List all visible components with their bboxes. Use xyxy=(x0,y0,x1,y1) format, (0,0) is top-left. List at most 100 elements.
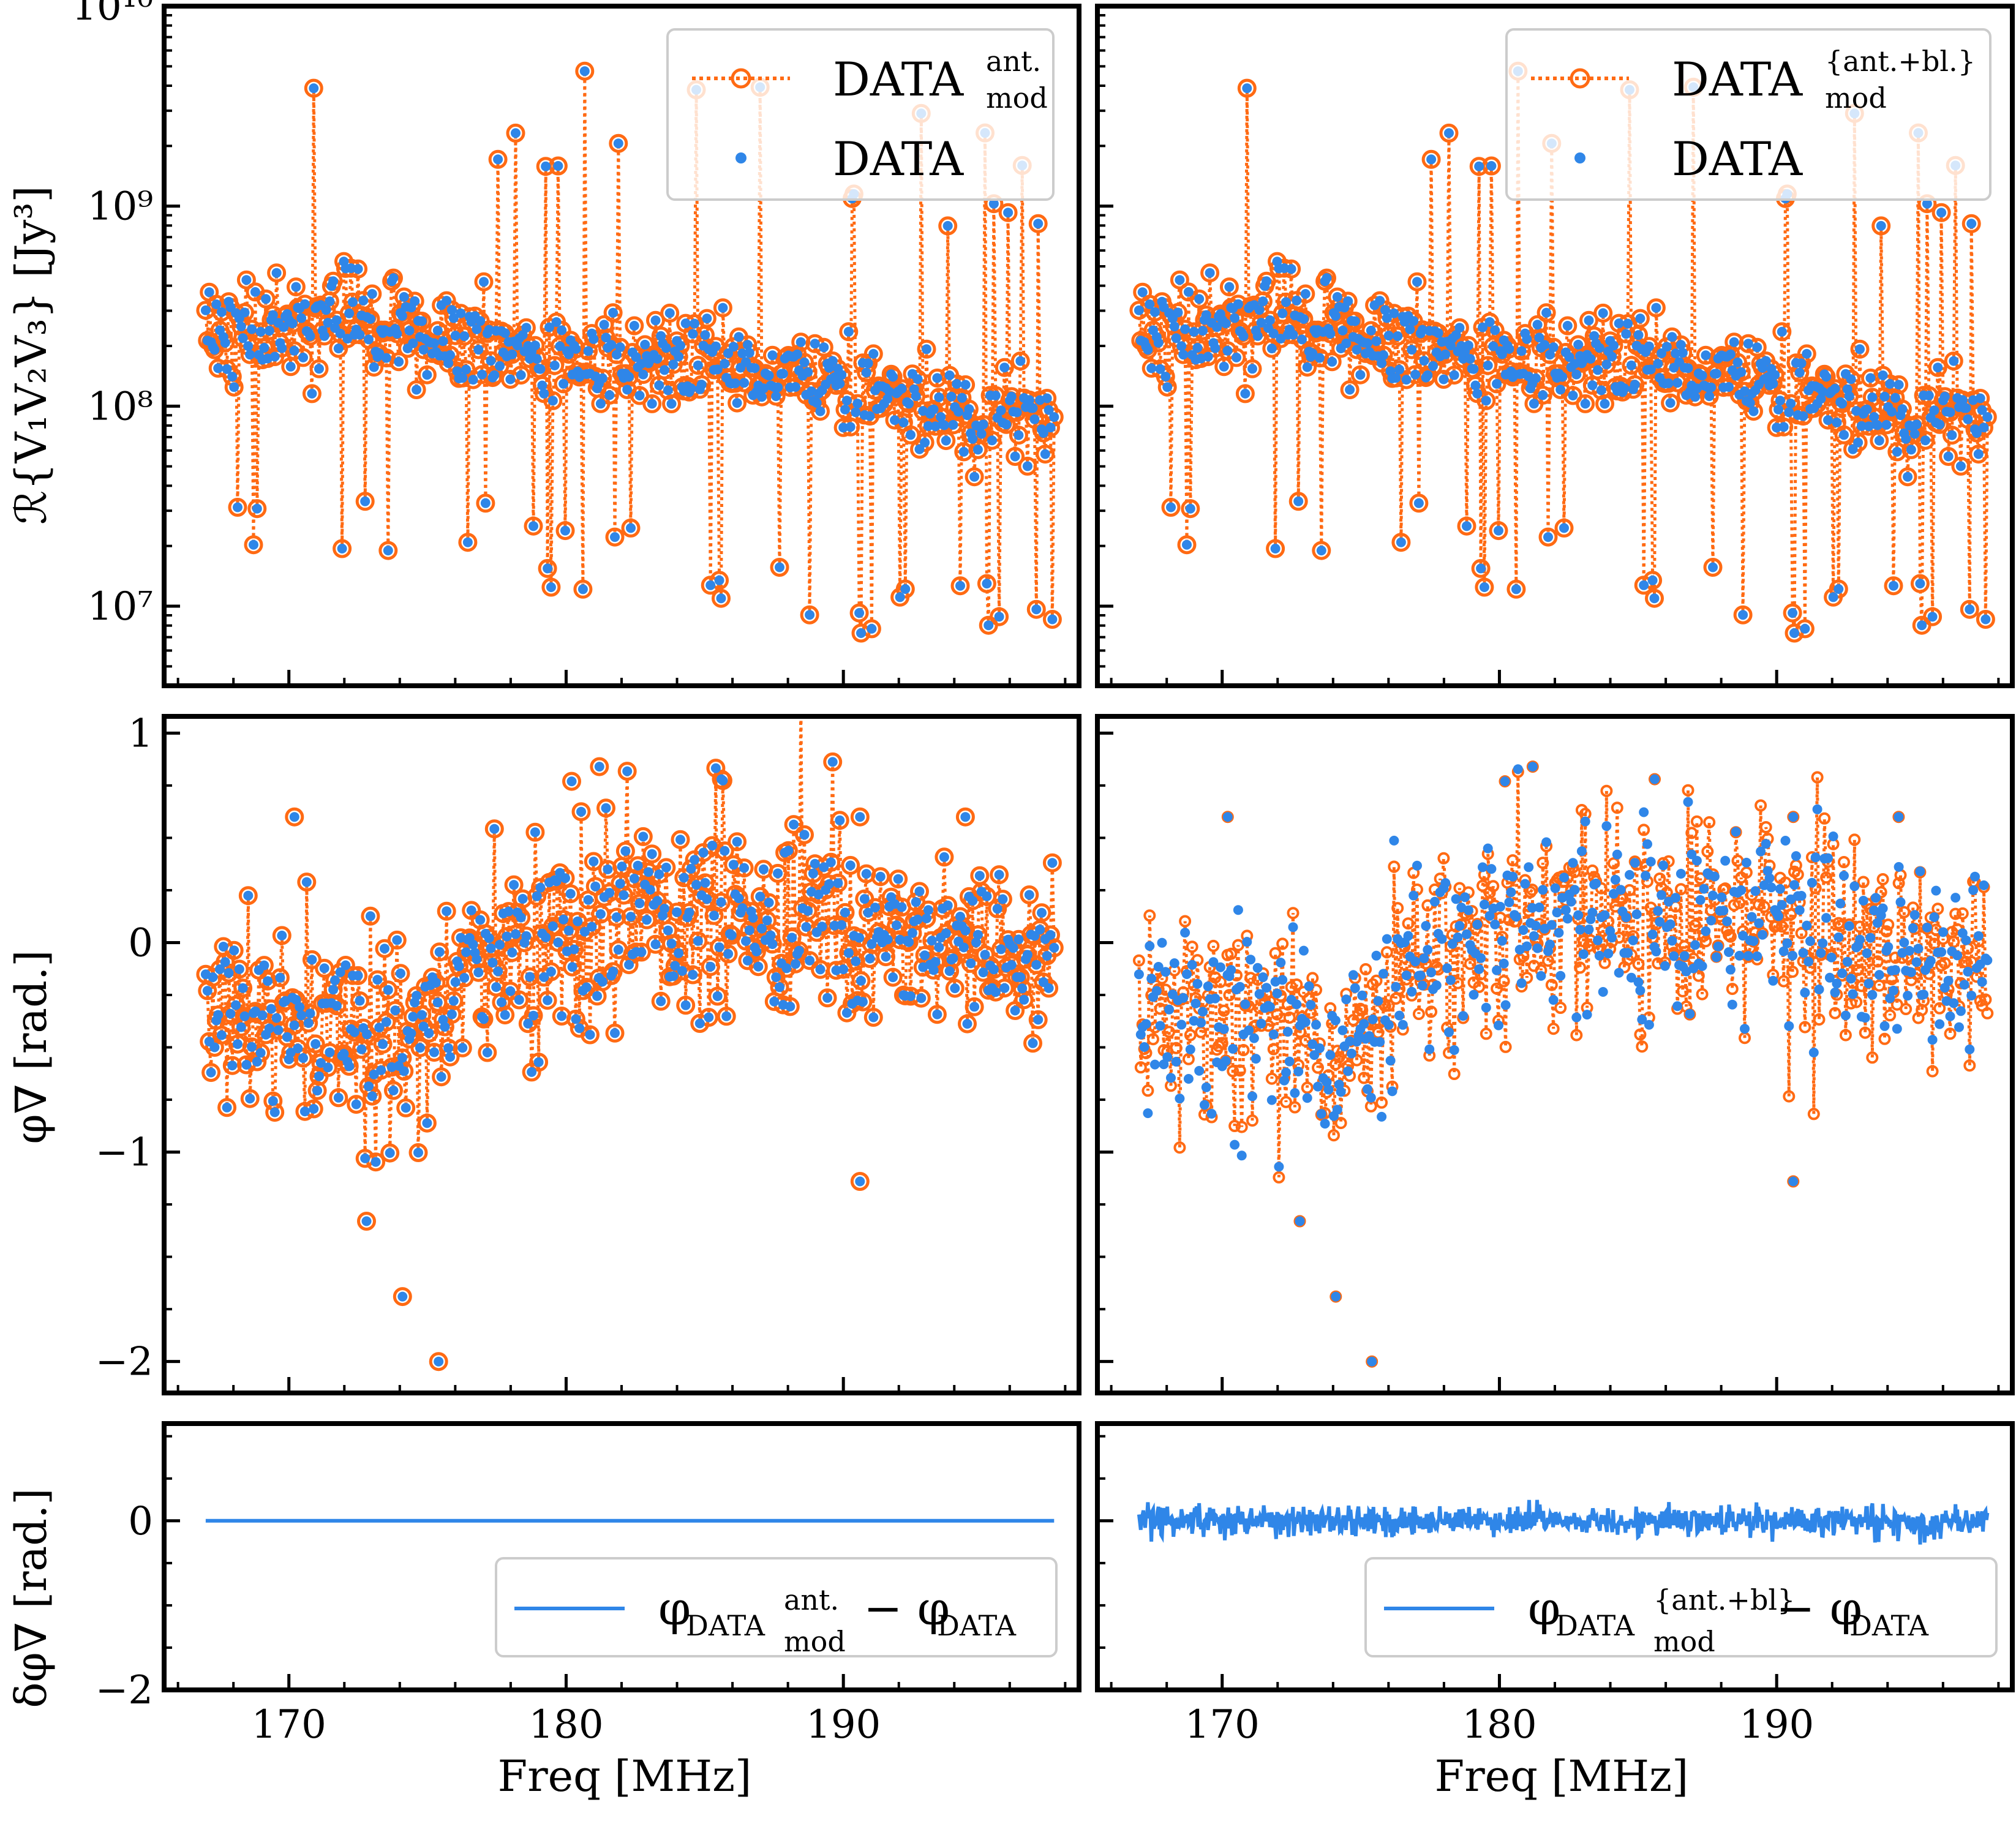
data-point xyxy=(1247,364,1257,374)
data-point xyxy=(271,268,282,278)
model-point xyxy=(1942,426,1961,445)
data-point xyxy=(1644,1019,1654,1030)
data-point xyxy=(289,345,299,356)
data-point xyxy=(955,912,965,921)
data-point xyxy=(507,947,517,958)
data-point xyxy=(325,296,335,307)
model-point xyxy=(1960,956,1973,968)
data-point xyxy=(459,973,470,983)
data-point xyxy=(551,876,562,887)
data-point xyxy=(1484,317,1495,327)
model-point xyxy=(524,1006,543,1026)
data-point xyxy=(942,220,953,231)
model-point xyxy=(367,970,387,989)
data-point xyxy=(1175,275,1185,285)
data-point xyxy=(1676,340,1686,350)
data-point xyxy=(1890,392,1900,403)
data-point xyxy=(1922,198,1932,209)
data-point xyxy=(691,880,701,890)
data-point xyxy=(1778,946,1789,956)
data-point xyxy=(1865,933,1876,943)
data-point xyxy=(1044,405,1054,415)
data-point xyxy=(803,367,813,377)
data-point xyxy=(1915,579,1925,589)
model-point xyxy=(437,291,456,310)
data-point xyxy=(615,879,625,889)
data-point xyxy=(1872,420,1882,430)
data-point xyxy=(1775,884,1785,894)
data-point xyxy=(890,415,900,426)
data-point xyxy=(1917,620,1927,631)
data-point xyxy=(1977,405,1987,415)
data-point xyxy=(916,993,927,1004)
data-point xyxy=(1219,1024,1229,1034)
data-point xyxy=(587,921,597,932)
data-point xyxy=(1784,1021,1794,1031)
data-point xyxy=(1963,414,1973,424)
data-point xyxy=(1532,320,1543,330)
legend-sub-sup: {ant.+bl} xyxy=(1653,1583,1795,1616)
model-point xyxy=(784,815,803,835)
data-point xyxy=(599,320,609,330)
data-point xyxy=(249,539,258,550)
data-point xyxy=(1037,907,1047,918)
data-point xyxy=(1279,1075,1290,1086)
data-point xyxy=(468,939,478,950)
data-point xyxy=(1449,1045,1459,1055)
data-point xyxy=(1311,1019,1322,1030)
data-point xyxy=(852,399,863,409)
data-point xyxy=(611,912,622,922)
data-point xyxy=(1671,348,1681,359)
model-point xyxy=(1028,214,1048,233)
data-point xyxy=(1661,342,1672,352)
data-point xyxy=(307,388,317,399)
data-point xyxy=(664,308,675,318)
data-point xyxy=(660,904,669,914)
data-point xyxy=(521,931,532,941)
data-point xyxy=(1641,871,1651,881)
data-point xyxy=(1679,951,1690,961)
data-point xyxy=(650,939,661,950)
data-point xyxy=(365,911,375,921)
model-point xyxy=(1189,289,1209,309)
data-point xyxy=(1614,967,1624,978)
data-point xyxy=(990,391,1001,400)
data-point xyxy=(976,429,987,439)
model-point xyxy=(1783,603,1802,623)
data-point xyxy=(353,264,363,274)
data-point xyxy=(355,996,365,1006)
data-point xyxy=(1837,968,1848,978)
data-point xyxy=(1830,383,1840,394)
data-point xyxy=(424,1028,434,1038)
data-point xyxy=(1276,958,1286,968)
data-point xyxy=(742,955,753,966)
data-point xyxy=(984,620,994,631)
model-point xyxy=(728,832,747,852)
data-point xyxy=(748,913,758,923)
data-point xyxy=(962,1019,972,1029)
model-point xyxy=(375,939,394,958)
model-point xyxy=(1365,296,1385,315)
data-point xyxy=(1031,959,1042,970)
data-point xyxy=(1905,945,1914,956)
data-point xyxy=(626,523,636,533)
data-point xyxy=(1609,340,1619,351)
model-point xyxy=(309,359,329,378)
model-point xyxy=(748,957,768,977)
data-point xyxy=(328,985,339,995)
data-point xyxy=(1391,981,1401,992)
data-point xyxy=(978,967,988,978)
data-point xyxy=(904,399,914,409)
data-point xyxy=(1401,375,1412,385)
data-point xyxy=(666,939,677,949)
model-point xyxy=(1476,391,1496,410)
data-point xyxy=(397,1053,407,1063)
data-point xyxy=(269,1107,280,1117)
model-point xyxy=(1312,1061,1324,1074)
data-point xyxy=(737,348,748,359)
data-point xyxy=(999,983,1010,993)
data-point xyxy=(796,698,806,708)
data-point xyxy=(369,1069,379,1079)
data-point xyxy=(1298,945,1309,956)
